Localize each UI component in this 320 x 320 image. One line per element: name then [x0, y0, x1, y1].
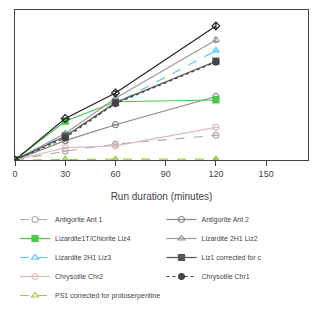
svg-text:30: 30 [60, 169, 70, 179]
svg-text:150: 150 [259, 169, 274, 179]
svg-text:Liz1 corrected for c: Liz1 corrected for c [202, 254, 262, 261]
svg-text:Chrysotile Chr1: Chrysotile Chr1 [202, 273, 250, 281]
svg-text:Lizardite 2H1 Liz2: Lizardite 2H1 Liz2 [202, 235, 258, 242]
svg-text:Chrysotile Chr2: Chrysotile Chr2 [55, 273, 103, 281]
svg-text:90: 90 [161, 169, 171, 179]
svg-text:60: 60 [110, 169, 120, 179]
svg-text:Run duration (minutes): Run duration (minutes) [111, 191, 213, 202]
svg-text:0: 0 [12, 169, 17, 179]
svg-text:Lizardite1T/Chlorite Liz4: Lizardite1T/Chlorite Liz4 [55, 235, 131, 242]
svg-text:Antigorite Ant 2: Antigorite Ant 2 [202, 216, 250, 224]
svg-text:120: 120 [208, 169, 223, 179]
svg-text:Antigorite Ant 1: Antigorite Ant 1 [55, 216, 103, 224]
svg-text:Lizardite 2H1 Liz3: Lizardite 2H1 Liz3 [55, 254, 111, 261]
svg-text:PS1 corrected for protoserpent: PS1 corrected for protoserpentine [55, 292, 160, 300]
